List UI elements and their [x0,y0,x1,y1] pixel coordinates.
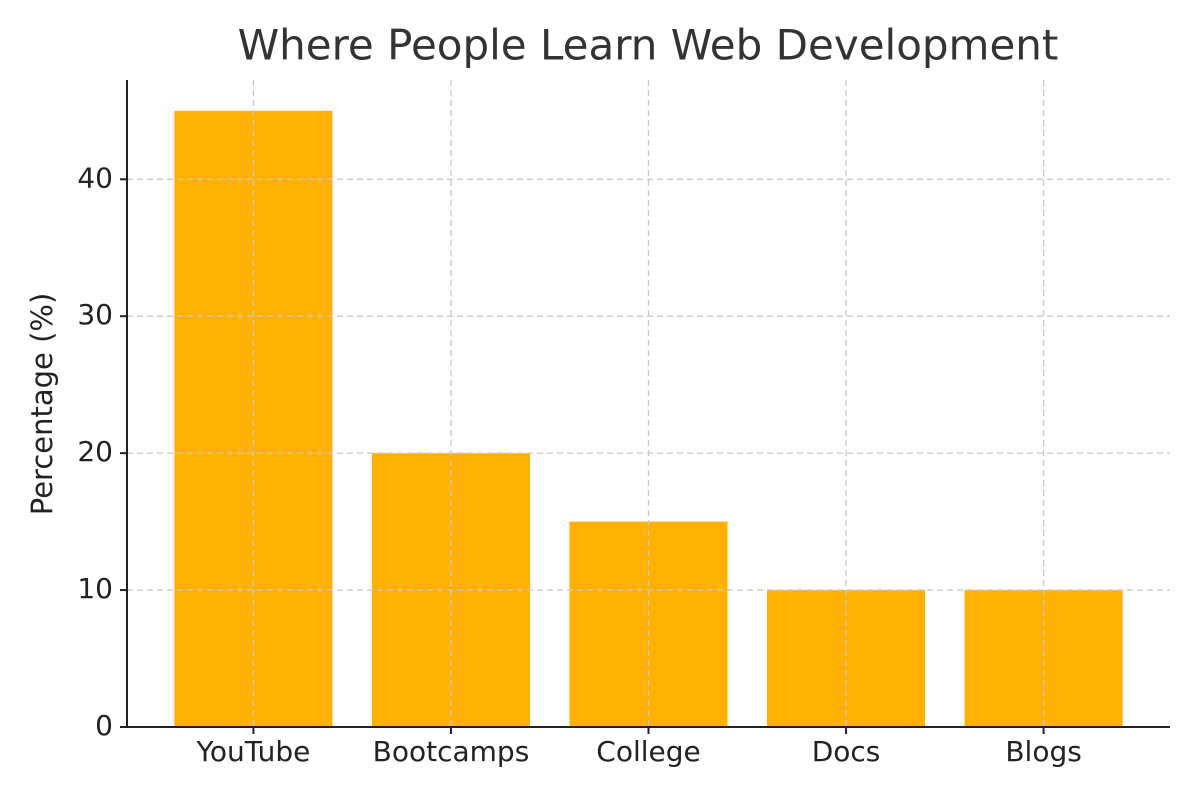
x-tick-label: Docs [812,735,881,768]
y-tick-label: 0 [95,709,113,742]
y-tick-label: 20 [77,435,113,468]
x-tick-label: Bootcamps [373,735,530,768]
x-tick-label: YouTube [195,735,310,768]
y-tick-label: 40 [77,161,113,194]
chart-title: Where People Learn Web Development [238,21,1059,70]
x-tick-label: College [596,735,700,768]
y-tick-label: 30 [77,298,113,331]
x-tick-label: Blogs [1005,735,1081,768]
y-tick-label: 10 [77,572,113,605]
y-axis-label: Percentage (%) [25,293,59,516]
